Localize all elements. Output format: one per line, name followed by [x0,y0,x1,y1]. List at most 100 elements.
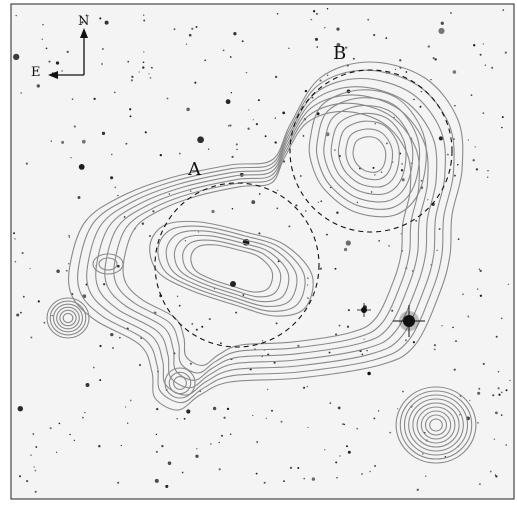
star [101,131,106,136]
star [19,475,21,478]
star [218,468,221,471]
star [319,267,322,270]
star [178,152,181,155]
star [501,126,503,129]
star [227,125,230,127]
radio-contours-left-source [46,297,90,339]
star [478,387,481,390]
star [401,163,403,165]
star [188,33,192,37]
star [265,417,268,420]
star [422,453,424,455]
star [71,98,74,100]
star [400,233,402,235]
star [378,240,380,242]
star [473,44,476,47]
star [477,288,479,290]
star [310,18,313,21]
star [191,323,194,325]
star [123,216,126,218]
star [256,441,259,443]
star [176,295,179,297]
star [396,408,399,410]
star [229,433,232,435]
star [307,426,309,429]
contour-line [182,239,282,298]
contour-ring [59,309,77,327]
star [482,362,485,365]
star [282,160,286,163]
star [346,445,348,448]
star [141,222,145,225]
star [155,433,158,436]
star [68,234,70,237]
star [98,445,101,448]
contour-line [315,97,421,210]
star [81,21,84,24]
star [21,251,24,255]
contour-ring [408,398,464,452]
star [125,142,128,145]
star [127,60,129,63]
star [288,225,291,228]
star [252,119,254,121]
star [68,263,70,265]
star [225,99,231,105]
star [438,136,443,141]
contour-ring [168,371,192,395]
contour-ring [429,418,443,432]
star [48,60,51,63]
star [191,27,194,30]
star [149,235,151,237]
star [73,439,76,442]
star [453,174,456,177]
star [68,236,71,238]
star [70,157,72,159]
star [148,73,150,75]
star [306,284,309,286]
region-a-label: A [188,159,201,180]
star [479,483,481,485]
star [261,340,264,342]
contour-line [98,257,118,271]
star [235,143,238,146]
star [82,416,84,419]
star [255,122,259,126]
star [207,148,210,150]
star [401,178,405,182]
star [462,293,464,296]
star [282,111,286,115]
star [385,37,388,40]
star [22,295,25,298]
star [474,146,476,148]
star [458,414,461,416]
star [110,176,114,180]
star [247,127,250,130]
star [61,70,63,72]
star [223,416,226,419]
star [195,25,198,29]
star [305,210,307,212]
star [113,91,116,94]
star [124,406,127,408]
star [248,109,250,111]
star [453,368,456,371]
star [505,444,507,446]
star [343,247,348,252]
contour-ring [173,376,187,390]
star [352,57,355,60]
star [233,32,237,36]
star [337,406,341,410]
star [155,450,158,453]
star [425,475,427,477]
star [257,99,260,102]
star [197,136,204,144]
star [456,163,459,166]
compass-north-label: N [78,14,90,29]
contour-ring [403,394,469,456]
star [65,269,68,272]
star [176,418,178,420]
star [143,51,145,53]
star [273,361,276,364]
star [43,321,46,324]
